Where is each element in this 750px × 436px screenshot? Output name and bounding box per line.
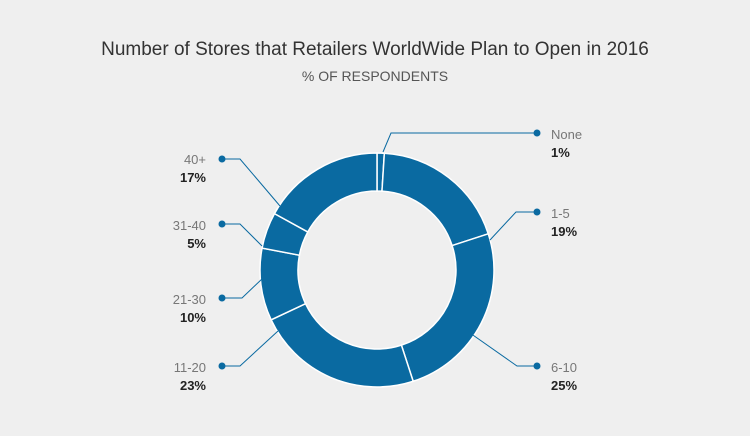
donut-slice-40+ xyxy=(273,152,378,233)
leader-line-1-5 xyxy=(489,211,537,241)
slice-label-value: 17% xyxy=(180,170,206,185)
slice-label-value: 23% xyxy=(180,378,206,393)
leader-dot-11-20 xyxy=(218,362,226,370)
slice-label-value: 19% xyxy=(551,224,577,239)
donut-slice-11-20 xyxy=(270,302,415,388)
donut-slice-6-10 xyxy=(400,232,495,383)
slice-label-category: 1-5 xyxy=(551,206,570,221)
leader-dot-21-30 xyxy=(218,294,226,302)
leader-dot-31-40 xyxy=(218,220,226,228)
leader-line-21-30 xyxy=(222,277,264,299)
chart-title: Number of Stores that Retailers WorldWid… xyxy=(101,39,649,60)
leader-dot-None xyxy=(533,129,541,137)
leader-line-None xyxy=(382,132,537,153)
leader-dot-1-5 xyxy=(533,208,541,216)
donut-slice-1-5 xyxy=(381,152,490,247)
leader-lines xyxy=(218,129,541,370)
leader-line-6-10 xyxy=(469,332,537,367)
slice-label-value: 10% xyxy=(180,310,206,325)
slice-label-category: None xyxy=(551,127,582,142)
slice-label-value: 25% xyxy=(551,378,577,393)
slice-label-value: 5% xyxy=(187,236,206,251)
leader-line-31-40 xyxy=(222,223,263,247)
slice-label-category: 21-30 xyxy=(173,292,206,307)
chart-subtitle: % OF RESPONDENTS xyxy=(302,68,448,84)
slice-label-category: 40+ xyxy=(184,152,206,167)
slice-labels: None 1% 1-5 19% 6-10 25% 11-20 23% 21-30 10% 31-40… xyxy=(173,127,582,393)
slice-label-category: 31-40 xyxy=(173,218,206,233)
leader-line-11-20 xyxy=(222,330,279,367)
slice-label-value: 1% xyxy=(551,145,570,160)
leader-dot-6-10 xyxy=(533,362,541,370)
leader-dot-40+ xyxy=(218,155,226,163)
slice-label-category: 6-10 xyxy=(551,360,577,375)
slice-label-category: 11-20 xyxy=(174,360,206,375)
leader-line-40+ xyxy=(222,158,281,207)
donut-slices xyxy=(259,152,495,388)
